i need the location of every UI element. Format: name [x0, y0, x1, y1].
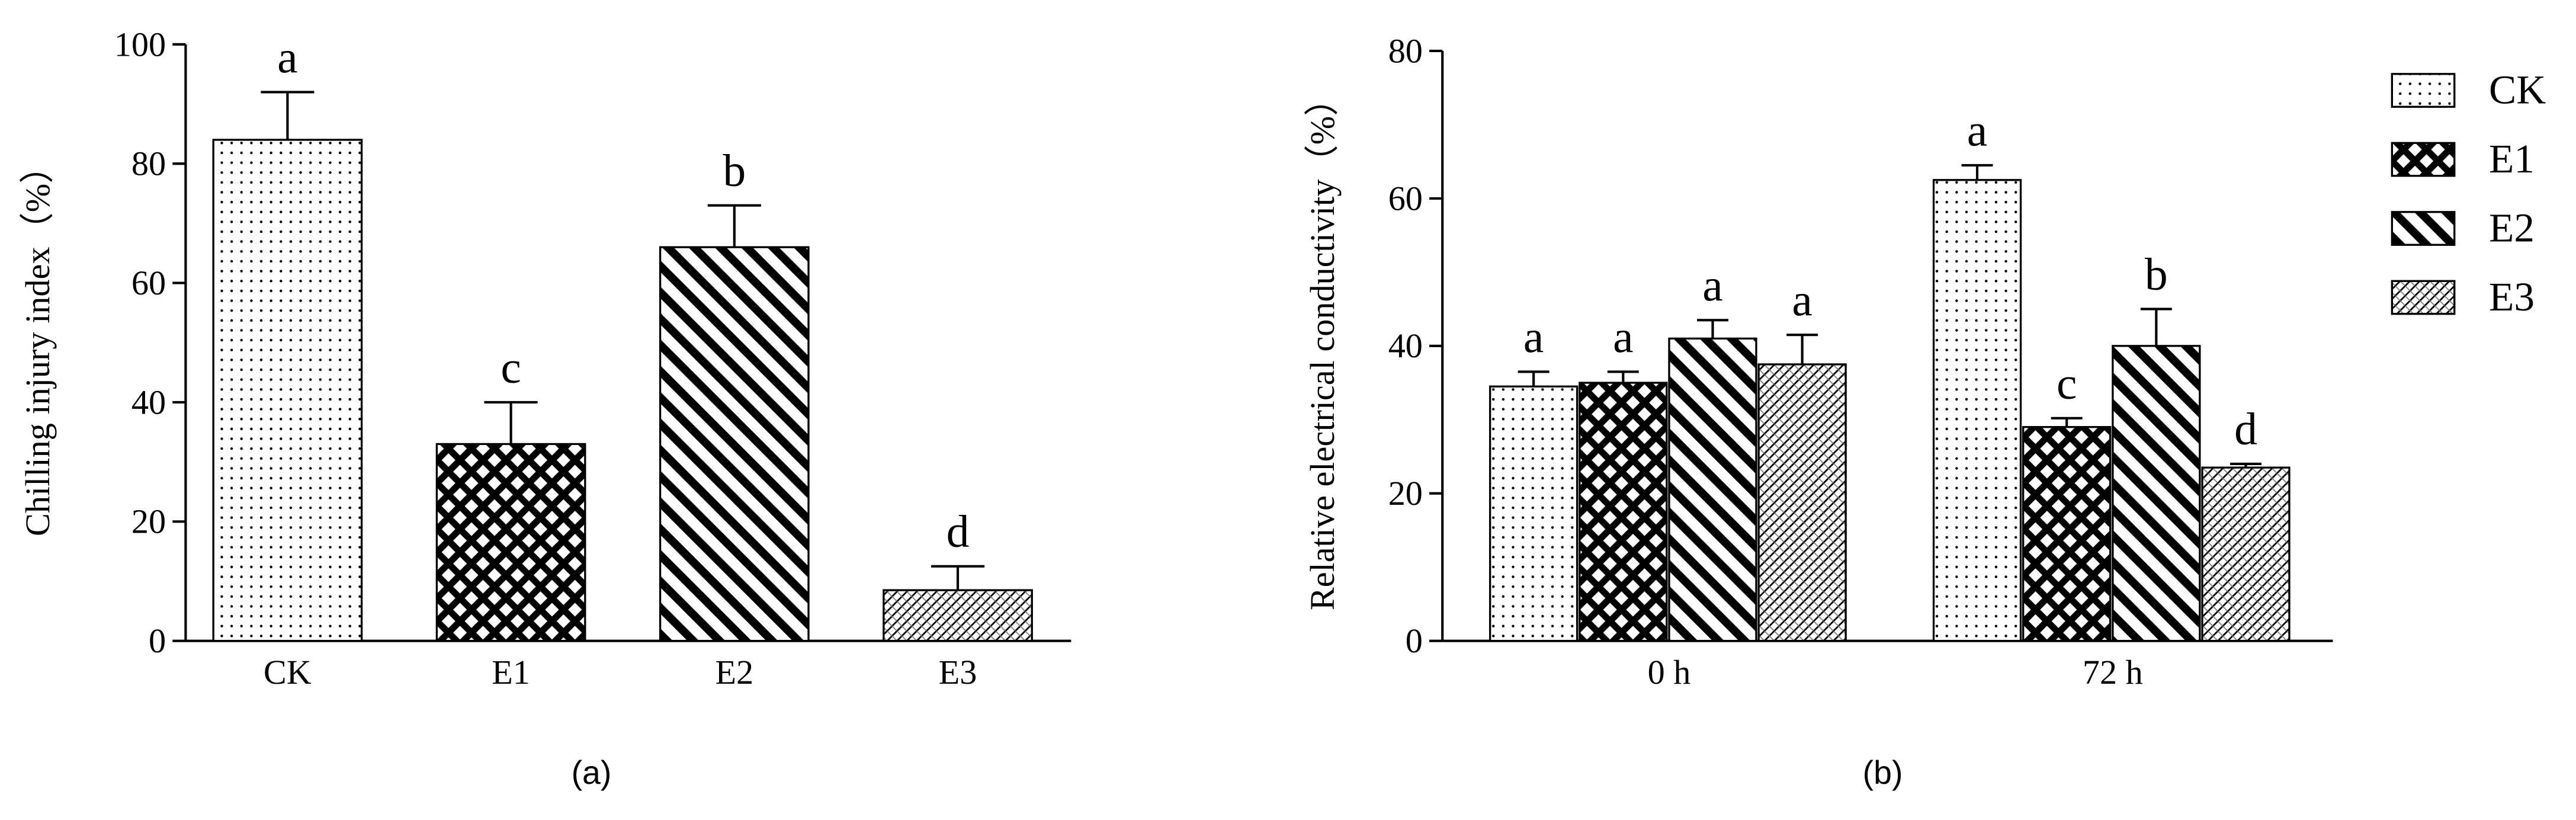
significance-label: a [1702, 260, 1722, 310]
legend-swatch [2391, 211, 2456, 246]
y-tick-label: 80 [1388, 31, 1423, 70]
bar [659, 246, 810, 642]
y-tick-label: 20 [131, 502, 166, 541]
bar [1579, 382, 1668, 642]
y-tick-label: 60 [131, 264, 166, 302]
legend-swatch [2391, 73, 2456, 108]
significance-label: b [723, 145, 746, 196]
legend-swatch [2391, 280, 2456, 315]
x-tick-label: 72 h [2083, 653, 2143, 691]
legend-label: E3 [2489, 274, 2535, 319]
significance-label: a [277, 31, 297, 82]
y-tick-label: 60 [1388, 179, 1423, 217]
bar [435, 443, 586, 642]
bar [2112, 345, 2201, 642]
bar [1489, 385, 1579, 642]
significance-label: a [1967, 105, 1987, 156]
y-axis-label: Relative electrical conductivity（%） [1303, 82, 1342, 611]
y-tick-label: 80 [131, 145, 166, 183]
significance-label: d [2234, 403, 2257, 454]
significance-label: d [947, 506, 970, 557]
bar [1932, 179, 2022, 642]
bar [1757, 363, 1847, 642]
y-tick-label: 0 [1406, 622, 1423, 660]
bar [1668, 337, 1757, 642]
significance-label: a [1613, 311, 1633, 362]
bar [212, 139, 363, 642]
caption: (a) [572, 754, 612, 791]
legend-label: E1 [2489, 136, 2535, 181]
significance-label: c [2057, 358, 2077, 409]
significance-label: a [1792, 274, 1812, 325]
y-tick-label: 40 [131, 383, 166, 421]
legend-label: E2 [2489, 205, 2535, 251]
legend-swatch [2391, 142, 2456, 177]
y-tick-label: 0 [149, 622, 166, 660]
y-axis-label: Chilling injury index（%） [18, 149, 57, 536]
legend-label: CK [2489, 67, 2546, 113]
x-tick-label: E2 [715, 653, 753, 691]
x-tick-label: CK [264, 653, 312, 691]
x-tick-label: E1 [492, 653, 530, 691]
significance-label: b [2145, 248, 2168, 299]
y-tick-label: 40 [1388, 326, 1423, 365]
bar [883, 589, 1033, 642]
bar [2022, 426, 2112, 642]
x-tick-label: 0 h [1648, 653, 1691, 691]
y-tick-label: 100 [114, 25, 166, 63]
significance-label: a [1523, 311, 1544, 362]
significance-label: c [501, 342, 521, 393]
bar [2201, 466, 2291, 642]
caption: (b) [1863, 754, 1903, 791]
x-tick-label: E3 [939, 653, 977, 691]
y-tick-label: 20 [1388, 474, 1423, 512]
